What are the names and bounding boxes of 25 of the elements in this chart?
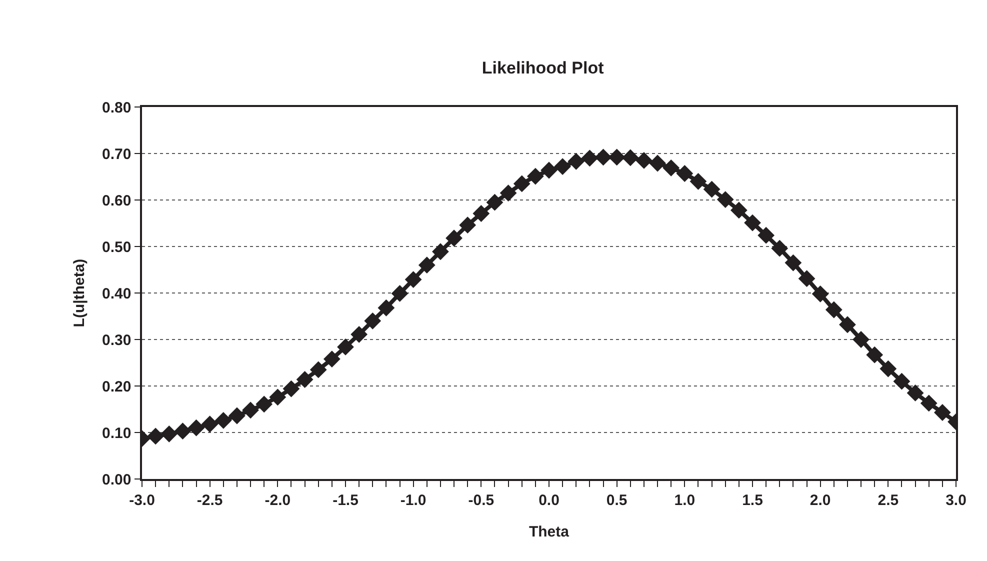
x-tick-label: -3.0 [129,492,155,509]
x-tick-label: 2.5 [878,492,899,509]
x-tick-label: 0.5 [606,492,628,509]
x-tick-label: -1.0 [400,492,426,509]
y-tick-label: 0.40 [102,285,132,302]
y-tick-label: 0.00 [102,471,132,488]
x-tick-label: 3.0 [946,492,966,509]
y-tick-label: 0.30 [102,332,132,349]
x-tick-label: 1.5 [742,492,763,509]
x-tick-label: -1.5 [332,492,358,509]
x-tick-label: -2.0 [264,492,291,509]
chart-title: Likelihood Plot [482,58,604,78]
x-tick-label: -0.5 [468,492,494,509]
x-tick-label: -2.5 [196,492,223,509]
y-tick-label: 0.20 [102,378,132,396]
y-tick-label: 0.80 [102,99,132,116]
x-axis-title: Theta [528,523,570,540]
x-tick-label: 1.0 [674,492,696,509]
y-tick-label: 0.10 [102,424,132,442]
y-tick-label: 0.60 [102,192,132,210]
y-axis-title: L(u|theta) [70,258,88,328]
x-tick-label: 2.0 [810,492,831,509]
x-tick-label: 0.0 [538,492,560,509]
y-tick-label: 0.70 [102,146,132,163]
y-tick-label: 0.50 [102,238,132,256]
